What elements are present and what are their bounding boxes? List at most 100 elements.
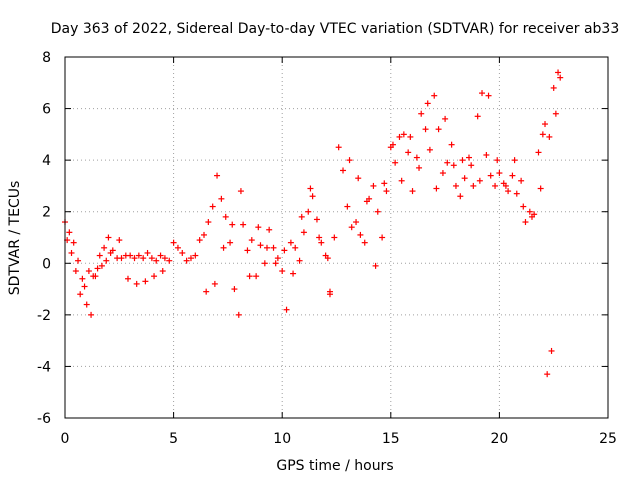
data-point <box>222 213 229 220</box>
data-point <box>470 182 477 189</box>
data-point <box>272 260 279 267</box>
data-point <box>81 283 88 290</box>
data-point <box>400 131 407 138</box>
data-point <box>209 203 216 210</box>
y-tick-label: -6 <box>37 411 51 427</box>
data-point <box>326 291 333 298</box>
data-point <box>270 244 277 251</box>
data-point <box>546 133 553 140</box>
data-point <box>433 185 440 192</box>
data-point <box>324 255 331 262</box>
data-point <box>248 237 255 244</box>
data-point <box>68 249 75 256</box>
data-point <box>300 229 307 236</box>
y-tick-label: 8 <box>42 50 51 66</box>
data-point <box>96 252 103 259</box>
data-point <box>148 255 155 262</box>
data-point <box>539 131 546 138</box>
data-point <box>231 286 238 293</box>
data-point <box>452 182 459 189</box>
data-point <box>496 170 503 177</box>
data-point <box>409 188 416 195</box>
data-point <box>296 257 303 264</box>
data-point <box>142 278 149 285</box>
data-point <box>444 159 451 166</box>
data-point <box>363 198 370 205</box>
data-point <box>557 74 564 81</box>
data-point <box>542 121 549 128</box>
y-axis-label: SDTVAR / TECUs <box>7 181 23 296</box>
data-point <box>416 164 423 171</box>
x-tick-label: 15 <box>382 431 400 447</box>
data-point <box>398 177 405 184</box>
data-point <box>159 268 166 275</box>
data-point <box>396 133 403 140</box>
data-point <box>244 247 251 254</box>
data-point <box>509 172 516 179</box>
data-point <box>257 242 264 249</box>
data-point <box>348 224 355 231</box>
data-point <box>426 146 433 153</box>
data-point <box>435 126 442 133</box>
data-point <box>307 185 314 192</box>
data-point <box>483 151 490 158</box>
y-tick-label: 4 <box>42 153 51 169</box>
data-point <box>537 185 544 192</box>
data-point <box>526 208 533 215</box>
data-point <box>237 188 244 195</box>
data-point <box>522 219 529 226</box>
data-point <box>370 182 377 189</box>
data-point <box>179 249 186 256</box>
data-point <box>374 208 381 215</box>
data-point <box>240 221 247 228</box>
data-point <box>90 273 97 280</box>
data-point <box>485 92 492 99</box>
data-point <box>203 288 210 295</box>
data-point <box>261 260 268 267</box>
data-point <box>266 226 273 233</box>
data-point <box>98 262 105 269</box>
x-tick-label: 10 <box>273 431 291 447</box>
data-point <box>94 265 101 272</box>
data-point <box>379 234 386 241</box>
y-tick-label: -2 <box>37 308 51 324</box>
data-point <box>413 154 420 161</box>
data-point <box>422 126 429 133</box>
data-point <box>283 306 290 313</box>
data-point <box>331 234 338 241</box>
data-point <box>118 255 125 262</box>
data-point <box>528 213 535 220</box>
data-point <box>520 203 527 210</box>
data-point <box>335 144 342 151</box>
data-point <box>166 257 173 264</box>
data-point <box>205 219 212 226</box>
x-tick-label: 0 <box>61 431 70 447</box>
data-point <box>316 234 323 241</box>
chart-title: Day 363 of 2022, Sidereal Day-to-day VTE… <box>51 21 620 37</box>
data-point <box>457 193 464 200</box>
data-point <box>476 177 483 184</box>
data-point <box>187 255 194 262</box>
x-tick-label: 25 <box>599 431 617 447</box>
data-point <box>235 311 242 318</box>
data-point <box>487 172 494 179</box>
data-point <box>518 177 525 184</box>
data-point <box>389 141 396 148</box>
data-point <box>103 257 110 264</box>
data-point <box>405 149 412 156</box>
data-point <box>211 280 218 287</box>
data-point <box>465 154 472 161</box>
data-point <box>550 84 557 91</box>
data-point <box>392 159 399 166</box>
data-point <box>313 216 320 223</box>
data-point <box>340 167 347 174</box>
data-point <box>274 255 281 262</box>
data-point <box>346 157 353 164</box>
data-point <box>183 257 190 264</box>
data-point <box>552 110 559 117</box>
data-point <box>214 172 221 179</box>
data-point <box>157 252 164 259</box>
data-point <box>70 239 77 246</box>
x-tick-label: 5 <box>169 431 178 447</box>
data-point <box>357 231 364 238</box>
